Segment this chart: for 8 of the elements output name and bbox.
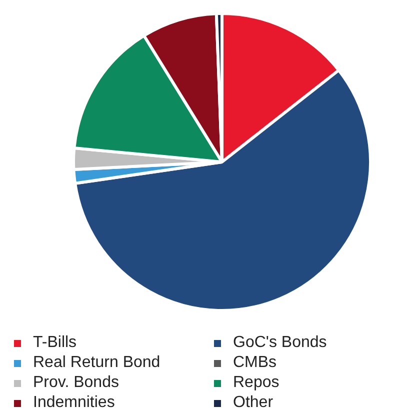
legend-label: Indemnities: [33, 394, 115, 412]
legend-label: Other: [233, 394, 274, 412]
legend-label: T-Bills: [33, 334, 77, 352]
legend-label: Prov. Bonds: [33, 374, 119, 392]
legend-label: GoC's Bonds: [233, 334, 327, 352]
legend-label: Real Return Bond: [33, 354, 160, 372]
legend-label: Repos: [233, 374, 280, 392]
legend-label: CMBs: [233, 354, 277, 372]
